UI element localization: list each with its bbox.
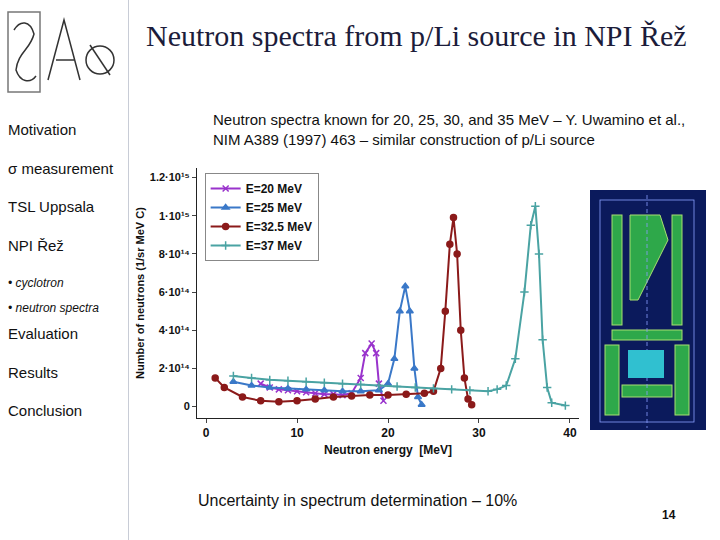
svg-text:E=20 MeV: E=20 MeV: [246, 182, 302, 196]
svg-text:40: 40: [563, 426, 577, 440]
html-text:Conclusion: Conclusion: [8, 402, 83, 419]
svg-text:E=25 MeV: E=25 MeV: [246, 201, 302, 215]
svg-text:20: 20: [381, 426, 395, 440]
svg-text:1·10¹⁵: 1·10¹⁵: [159, 210, 190, 222]
html-text:• cyclotron: • cyclotron: [8, 276, 64, 290]
html-text:14: 14: [662, 508, 676, 522]
svg-text:Number of neutrons (1/sr MeV C: Number of neutrons (1/sr MeV C): [134, 207, 146, 379]
svg-text:E=32.5 MeV: E=32.5 MeV: [246, 220, 312, 234]
svg-text:E=37 MeV: E=37 MeV: [246, 239, 302, 253]
svg-text:10: 10: [290, 426, 304, 440]
svg-text:6·10¹⁴: 6·10¹⁴: [159, 286, 190, 298]
svg-text:30: 30: [472, 426, 486, 440]
html-text:σ measurement: σ measurement: [8, 159, 114, 177]
svg-text:0: 0: [203, 426, 210, 440]
html-text:• neutron spectra: • neutron spectra: [8, 301, 99, 315]
html-text:Neutron spectra from p/Li sour: Neutron spectra from p/Li source in NPI …: [146, 19, 687, 52]
html-text:Motivation: Motivation: [8, 121, 77, 138]
html-text:Evaluation: Evaluation: [8, 325, 79, 342]
html-text:Uncertainty in spectrum determ: Uncertainty in spectrum determination – …: [198, 492, 518, 509]
svg-text:Neutron energy [MeV]: Neutron energy [MeV]: [324, 443, 452, 457]
svg-text:4·10¹⁴: 4·10¹⁴: [159, 324, 190, 336]
html-text:Neutron spectra known for 20,: Neutron spectra known for 20, 25, 30, an…: [213, 111, 686, 148]
svg-text:2·10¹⁴: 2·10¹⁴: [159, 362, 190, 374]
html-text:TSL Uppsala: TSL Uppsala: [8, 198, 95, 215]
svg-text:1.2·10¹⁵: 1.2·10¹⁵: [150, 171, 190, 183]
html-text:Results: Results: [8, 363, 58, 381]
svg-text:8·10¹⁴: 8·10¹⁴: [159, 248, 190, 260]
svg-text:0: 0: [184, 400, 190, 412]
html-text:NPI Řež: NPI Řež: [8, 236, 64, 254]
